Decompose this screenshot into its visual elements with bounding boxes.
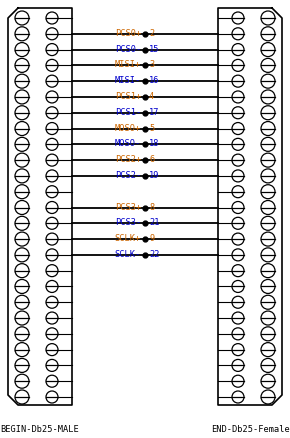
Text: 8: 8 [149, 202, 154, 212]
Text: 19: 19 [149, 171, 160, 180]
Text: PCS3-: PCS3- [115, 218, 141, 227]
Text: 5: 5 [149, 124, 154, 133]
Text: 4: 4 [149, 92, 154, 101]
Text: MOSO-: MOSO- [115, 139, 141, 148]
Text: 15: 15 [149, 45, 160, 53]
Text: 3: 3 [149, 60, 154, 69]
Text: PCS0+: PCS0+ [115, 29, 141, 38]
Text: 9: 9 [149, 234, 154, 243]
Text: 6: 6 [149, 155, 154, 164]
Text: PCS2+: PCS2+ [115, 155, 141, 164]
Text: END-Db25-Female: END-Db25-Female [211, 425, 289, 434]
Text: 22: 22 [149, 250, 160, 259]
Text: SCLK+: SCLK+ [115, 234, 141, 243]
Text: PCS0-: PCS0- [115, 45, 141, 53]
Text: 16: 16 [149, 76, 160, 85]
Text: MISI+: MISI+ [115, 60, 141, 69]
Text: 21: 21 [149, 218, 160, 227]
Text: BEGIN-Db25-MALE: BEGIN-Db25-MALE [1, 425, 79, 434]
Text: 2: 2 [149, 29, 154, 38]
Text: PCS3+: PCS3+ [115, 202, 141, 212]
Text: PCS1+: PCS1+ [115, 92, 141, 101]
Text: MISI-: MISI- [115, 76, 141, 85]
Text: SCLK-: SCLK- [115, 250, 141, 259]
Text: MOSO+: MOSO+ [115, 124, 141, 133]
Text: 18: 18 [149, 139, 160, 148]
Text: 17: 17 [149, 108, 160, 117]
Text: PCS1-: PCS1- [115, 108, 141, 117]
Text: PCS2-: PCS2- [115, 171, 141, 180]
